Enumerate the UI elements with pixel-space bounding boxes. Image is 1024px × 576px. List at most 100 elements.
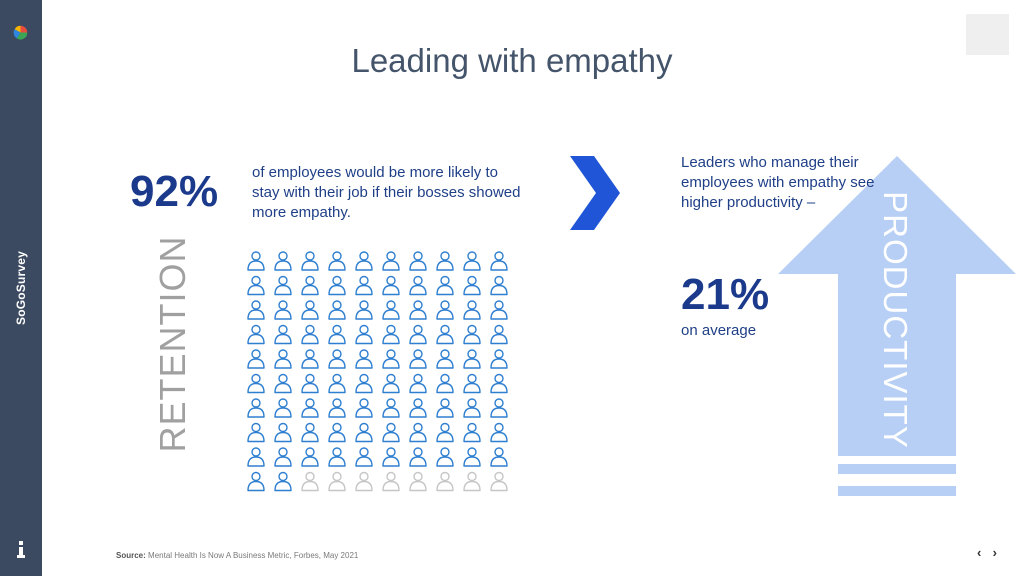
sidebar: SoGoSurvey	[0, 0, 42, 576]
person-outline-icon	[301, 324, 319, 345]
slide-nav: ‹ ›	[977, 545, 1005, 560]
person-outline-icon	[382, 324, 400, 345]
pie-chart-logo-icon	[13, 25, 28, 40]
person-outline-icon	[490, 398, 508, 418]
person-outline-icon	[274, 373, 292, 394]
person-outline-icon	[463, 447, 481, 467]
person-outline-icon	[274, 422, 292, 443]
person-outline-icon	[409, 324, 427, 345]
person-outline-icon	[355, 300, 373, 320]
person-outline-icon	[274, 349, 292, 369]
person-outline-icon	[463, 300, 481, 320]
person-outline-icon	[274, 398, 292, 418]
person-outline-icon	[355, 422, 373, 443]
person-outline-icon	[355, 275, 373, 296]
person-outline-icon	[490, 471, 508, 492]
person-outline-icon	[382, 373, 400, 394]
person-outline-icon	[274, 251, 292, 271]
person-outline-icon	[328, 275, 346, 296]
chevron-right-icon	[570, 156, 620, 230]
person-outline-icon	[247, 275, 265, 296]
prev-slide-button[interactable]: ‹	[977, 545, 982, 560]
person-outline-icon	[490, 373, 508, 394]
person-outline-icon	[409, 422, 427, 443]
person-outline-icon	[328, 398, 346, 418]
person-outline-icon	[409, 471, 427, 492]
productivity-description: Leaders who manage their employees with …	[681, 154, 875, 211]
person-outline-icon	[355, 324, 373, 345]
person-outline-icon	[301, 447, 319, 467]
person-outline-icon	[436, 324, 454, 345]
person-outline-icon	[301, 251, 319, 271]
person-outline-icon	[247, 251, 265, 271]
person-outline-icon	[301, 422, 319, 443]
person-outline-icon	[436, 275, 454, 296]
person-outline-icon	[328, 300, 346, 320]
person-outline-icon	[274, 471, 292, 492]
person-outline-icon	[490, 447, 508, 467]
person-outline-icon	[274, 447, 292, 467]
placeholder-box	[966, 14, 1009, 55]
person-outline-icon	[409, 300, 427, 320]
person-outline-icon	[490, 324, 508, 345]
person-outline-icon	[382, 398, 400, 418]
person-outline-icon	[355, 471, 373, 492]
person-outline-icon	[409, 398, 427, 418]
person-outline-icon	[436, 447, 454, 467]
person-outline-icon	[247, 447, 265, 467]
up-arrow-icon	[778, 156, 1016, 496]
person-outline-icon	[247, 373, 265, 394]
info-icon[interactable]	[14, 541, 28, 559]
person-outline-icon	[382, 300, 400, 320]
person-outline-icon	[409, 275, 427, 296]
person-outline-icon	[409, 373, 427, 394]
person-outline-icon	[382, 275, 400, 296]
person-outline-icon	[247, 471, 265, 492]
person-outline-icon	[463, 422, 481, 443]
person-outline-icon	[301, 471, 319, 492]
person-outline-icon	[436, 398, 454, 418]
person-outline-icon	[382, 422, 400, 443]
person-outline-icon	[463, 349, 481, 369]
person-outline-icon	[328, 422, 346, 443]
person-outline-icon	[436, 373, 454, 394]
productivity-sub: on average	[681, 322, 757, 339]
next-slide-button[interactable]: ›	[992, 545, 997, 560]
person-outline-icon	[409, 349, 427, 369]
person-outline-icon	[247, 324, 265, 345]
person-outline-icon	[382, 349, 400, 369]
person-outline-icon	[328, 324, 346, 345]
source-text: Mental Health Is Now A Business Metric, …	[148, 551, 359, 560]
person-outline-icon	[463, 373, 481, 394]
person-outline-icon	[247, 422, 265, 443]
people-grid	[247, 251, 508, 492]
person-outline-icon	[328, 471, 346, 492]
person-outline-icon	[409, 251, 427, 271]
person-outline-icon	[436, 251, 454, 271]
person-outline-icon	[463, 251, 481, 271]
person-outline-icon	[301, 300, 319, 320]
person-outline-icon	[355, 349, 373, 369]
person-outline-icon	[247, 398, 265, 418]
person-outline-icon	[436, 471, 454, 492]
person-outline-icon	[301, 275, 319, 296]
retention-label: RETENTION	[152, 235, 193, 453]
person-outline-icon	[274, 300, 292, 320]
person-outline-icon	[328, 251, 346, 271]
person-outline-icon	[301, 398, 319, 418]
person-outline-icon	[382, 471, 400, 492]
retention-description: of employees would be more likely to sta…	[252, 164, 521, 221]
person-outline-icon	[436, 300, 454, 320]
person-outline-icon	[409, 447, 427, 467]
person-outline-icon	[463, 471, 481, 492]
person-outline-icon	[355, 373, 373, 394]
person-outline-icon	[436, 349, 454, 369]
person-outline-icon	[463, 398, 481, 418]
person-outline-icon	[463, 275, 481, 296]
productivity-percent: 21%	[681, 270, 770, 319]
person-outline-icon	[490, 349, 508, 369]
source-label: Source:	[116, 551, 146, 560]
person-outline-icon	[274, 275, 292, 296]
page-title: Leading with empathy	[351, 42, 673, 79]
person-outline-icon	[490, 300, 508, 320]
